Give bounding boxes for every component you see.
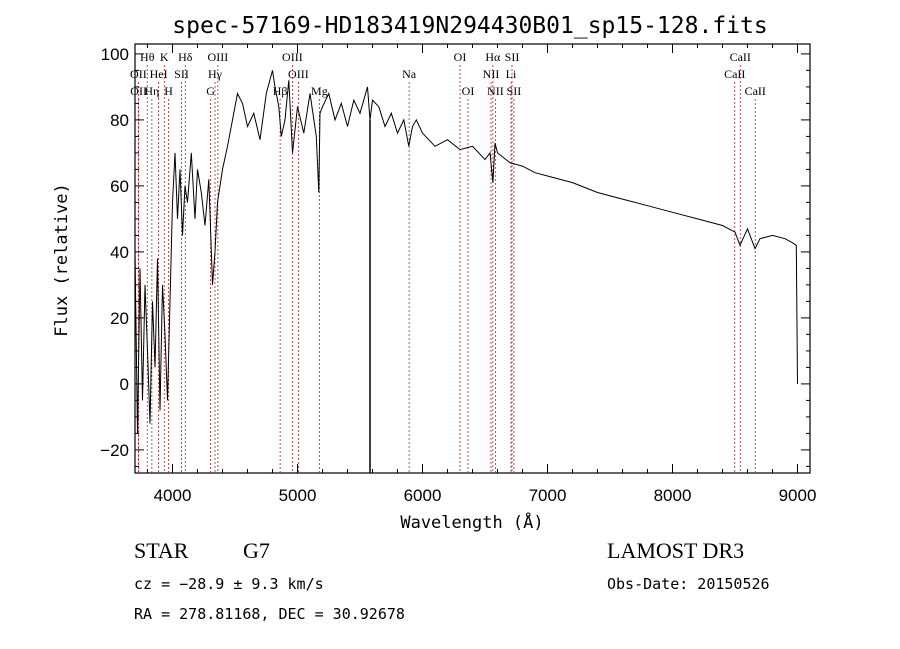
spectral-line-label: OIII xyxy=(288,67,309,81)
x-tick-label: 4000 xyxy=(154,486,192,505)
spectral-line-label: SII xyxy=(174,67,189,81)
coordinates: RA = 278.81168, DEC = 30.92678 xyxy=(134,605,405,623)
survey-name: LAMOST DR3 xyxy=(607,538,744,563)
y-axis-label: Flux (relative) xyxy=(52,183,72,337)
spectral-line-label: H xyxy=(164,84,173,98)
y-tick-label: 40 xyxy=(110,243,129,262)
spectral-line-label: NII xyxy=(487,84,504,98)
x-axis-ticks: 4000 5000 6000 7000 8000 9000 xyxy=(147,44,817,505)
spectral-line-label: CaII xyxy=(724,67,745,81)
y-tick-label: 100 xyxy=(101,45,129,64)
spectral-line-label: Hδ xyxy=(178,50,193,64)
spectrum-line xyxy=(134,70,798,434)
spectral-line-label: Hη xyxy=(144,84,159,98)
spectral-line-label: Li xyxy=(506,67,517,81)
spectral-line-markers xyxy=(137,65,756,473)
spectral-line-label: Hθ xyxy=(140,50,155,64)
info-block: STAR G7 LAMOST DR3 cz = −28.9 ± 9.3 km/s… xyxy=(134,538,770,623)
spectral-line-label: G xyxy=(206,84,215,98)
y-tick-label: 60 xyxy=(110,177,129,196)
spectral-line-label: SII xyxy=(507,84,522,98)
x-tick-label: 6000 xyxy=(404,486,442,505)
plot-frame xyxy=(134,43,811,474)
spectral-line-label: OI xyxy=(454,50,467,64)
y-tick-label: 80 xyxy=(110,111,129,130)
y-axis-ticks: −20 0 20 40 60 80 100 xyxy=(100,45,810,467)
y-tick-label: −20 xyxy=(100,441,129,460)
spectral-line-label: SII xyxy=(505,50,520,64)
redshift-cz: cz = −28.9 ± 9.3 km/s xyxy=(134,575,324,593)
object-subclass: G7 xyxy=(243,538,270,563)
y-tick-label: 0 xyxy=(120,375,129,394)
observation-date: Obs-Date: 20150526 xyxy=(607,575,770,593)
x-tick-label: 5000 xyxy=(279,486,317,505)
x-tick-label: 7000 xyxy=(529,486,567,505)
spectral-line-label: HeI xyxy=(150,67,168,81)
spectral-line-label: OI xyxy=(462,84,475,98)
y-tick-label: 20 xyxy=(110,309,129,328)
spectral-line-label: OIII xyxy=(282,50,303,64)
x-tick-label: 9000 xyxy=(779,486,817,505)
spectral-line-label: K xyxy=(160,50,169,64)
object-class: STAR xyxy=(134,538,189,563)
chart-title: spec-57169-HD183419N294430B01_sp15-128.f… xyxy=(172,13,767,39)
spectral-line-label: CaII xyxy=(730,50,751,64)
spectral-line-label: Mg xyxy=(311,84,328,98)
spectral-line-label: NII xyxy=(483,67,500,81)
spectral-line-label: Hα xyxy=(485,50,501,64)
spectral-line-label: Hγ xyxy=(208,67,223,81)
spectral-line-label: CaII xyxy=(745,84,766,98)
spectral-line-label: OII xyxy=(130,84,147,98)
x-tick-label: 8000 xyxy=(654,486,692,505)
x-axis-label: Wavelength (Å) xyxy=(400,511,543,533)
spectral-line-label: Na xyxy=(402,67,417,81)
spectral-line-label: OII xyxy=(130,67,147,81)
spectral-line-label: OIII xyxy=(208,50,229,64)
